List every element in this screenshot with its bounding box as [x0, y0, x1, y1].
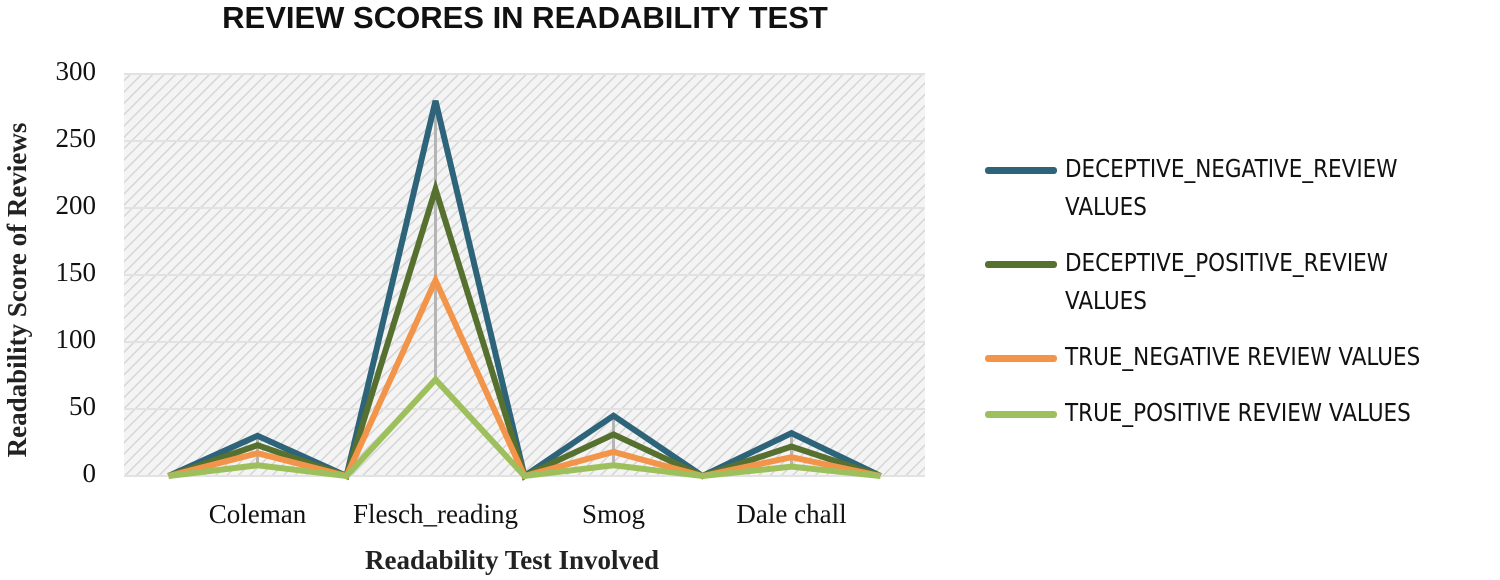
- legend-swatch: [985, 261, 1057, 268]
- legend-swatch: [985, 355, 1057, 362]
- legend-label: DECEPTIVE_NEGATIVE_REVIEW VALUES: [1065, 154, 1398, 221]
- y-tick-label: 150: [56, 257, 97, 287]
- x-axis-label: Readability Test Involved: [365, 545, 659, 575]
- legend-item: DECEPTIVE_NEGATIVE_REVIEW VALUES: [985, 150, 1495, 226]
- legend-swatch: [985, 167, 1057, 174]
- chart-title: REVIEW SCORES IN READABILITY TEST: [222, 0, 828, 35]
- legend-label: TRUE_POSITIVE REVIEW VALUES: [1065, 398, 1411, 427]
- y-tick-label: 0: [83, 458, 97, 488]
- legend-item: DECEPTIVE_POSITIVE_REVIEW VALUES: [985, 244, 1495, 320]
- legend: DECEPTIVE_NEGATIVE_REVIEW VALUES DECEPTIV…: [985, 150, 1495, 450]
- x-tick-label: Dale chall: [736, 499, 846, 529]
- y-tick-label: 50: [69, 391, 96, 421]
- y-tick-label: 300: [56, 56, 97, 86]
- x-tick-label: Flesch_reading: [353, 499, 518, 529]
- y-tick-label: 250: [56, 123, 97, 153]
- legend-item: TRUE_NEGATIVE REVIEW VALUES: [985, 338, 1495, 376]
- legend-item: TRUE_POSITIVE REVIEW VALUES: [985, 394, 1495, 432]
- y-tick-label: 100: [56, 324, 97, 354]
- legend-swatch: [985, 411, 1057, 418]
- legend-label: DECEPTIVE_POSITIVE_REVIEW VALUES: [1065, 248, 1389, 315]
- y-axis-label: Readability Score of Reviews: [2, 123, 32, 458]
- series-line: [168, 375, 881, 480]
- legend-label: TRUE_NEGATIVE REVIEW VALUES: [1065, 342, 1421, 371]
- y-tick-label: 200: [56, 190, 97, 220]
- x-tick-label: Smog: [582, 499, 645, 529]
- x-tick-label: Coleman: [209, 499, 307, 529]
